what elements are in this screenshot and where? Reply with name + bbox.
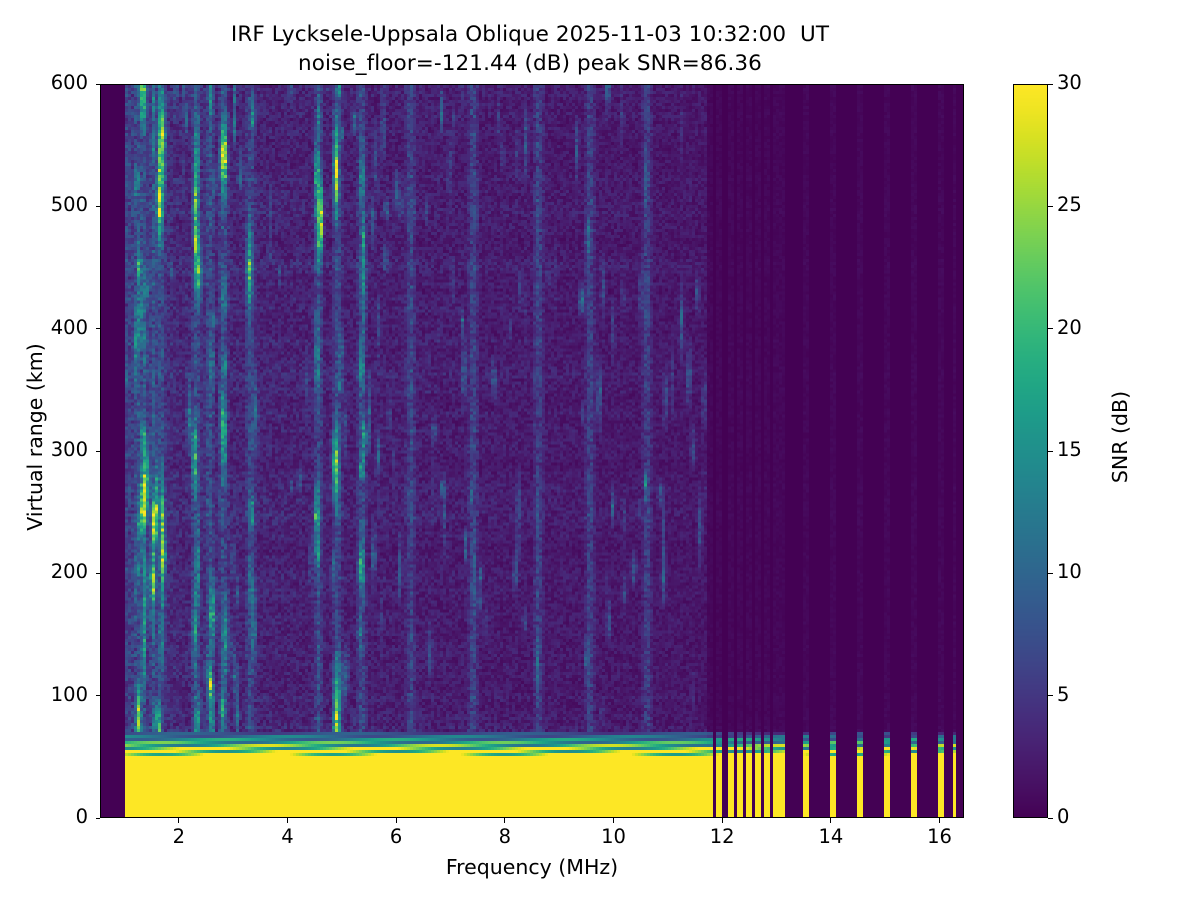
y-tick-mark — [95, 572, 100, 574]
y-tick-label: 0 — [75, 805, 88, 828]
y-tick-mark — [95, 83, 100, 85]
x-axis-label: Frequency (MHz) — [445, 855, 619, 879]
x-tick-label: 8 — [498, 825, 512, 848]
y-tick-label: 100 — [50, 682, 88, 706]
x-tick-label: 4 — [281, 825, 294, 848]
heatmap-axes[interactable] — [100, 84, 964, 818]
figure-title-line-2: noise_floor=-121.44 (dB) peak SNR=86.36 — [298, 51, 762, 76]
y-tick-mark — [95, 817, 100, 819]
colorbar-gradient — [1014, 85, 1047, 817]
figure-title-line-1: IRF Lycksele-Uppsala Oblique 2025-11-03 … — [230, 22, 830, 47]
x-tick-mark — [939, 818, 941, 823]
x-tick-mark — [395, 818, 397, 823]
colorbar-label: SNR (dB) — [1108, 390, 1132, 484]
colorbar[interactable] — [1013, 84, 1048, 818]
colorbar-tick-label: 10 — [1057, 560, 1082, 584]
x-tick-mark — [504, 818, 506, 823]
y-tick-mark — [95, 450, 100, 452]
y-tick-label: 500 — [50, 193, 88, 217]
x-tick-label: 12 — [709, 825, 735, 848]
ionogram-heatmap-canvas[interactable] — [101, 85, 963, 817]
x-tick-label: 16 — [927, 825, 952, 848]
figure-title: IRF Lycksele-Uppsala Oblique 2025-11-03 … — [0, 20, 1060, 78]
colorbar-tick-label: 5 — [1057, 682, 1070, 706]
x-tick-label: 6 — [389, 825, 403, 848]
y-axis-label: Virtual range (km) — [23, 343, 47, 531]
y-tick-mark — [95, 205, 100, 207]
colorbar-tick-mark — [1048, 328, 1053, 330]
x-tick-mark — [178, 818, 180, 823]
x-tick-label: 2 — [172, 825, 185, 848]
colorbar-tick-mark — [1048, 205, 1053, 207]
y-tick-label: 600 — [50, 71, 88, 94]
colorbar-tick-mark — [1048, 695, 1053, 697]
colorbar-tick-label: 30 — [1057, 71, 1082, 94]
colorbar-tick-mark — [1048, 572, 1053, 574]
colorbar-tick-mark — [1048, 450, 1053, 452]
y-tick-label: 200 — [50, 560, 88, 584]
y-tick-label: 300 — [50, 438, 88, 461]
x-tick-mark — [721, 818, 723, 823]
x-tick-label: 10 — [601, 825, 626, 848]
colorbar-tick-label: 0 — [1057, 805, 1070, 828]
colorbar-tick-label: 25 — [1057, 193, 1082, 217]
x-tick-mark — [830, 818, 832, 823]
colorbar-tick-mark — [1048, 83, 1053, 85]
x-tick-mark — [286, 818, 289, 823]
y-tick-mark — [95, 328, 100, 330]
x-tick-label: 14 — [818, 825, 844, 848]
y-tick-label: 400 — [50, 315, 88, 339]
x-tick-mark — [613, 818, 615, 823]
colorbar-tick-label: 20 — [1057, 315, 1082, 339]
colorbar-tick-label: 15 — [1057, 438, 1082, 461]
y-tick-mark — [95, 695, 100, 697]
colorbar-tick-mark — [1048, 817, 1053, 819]
